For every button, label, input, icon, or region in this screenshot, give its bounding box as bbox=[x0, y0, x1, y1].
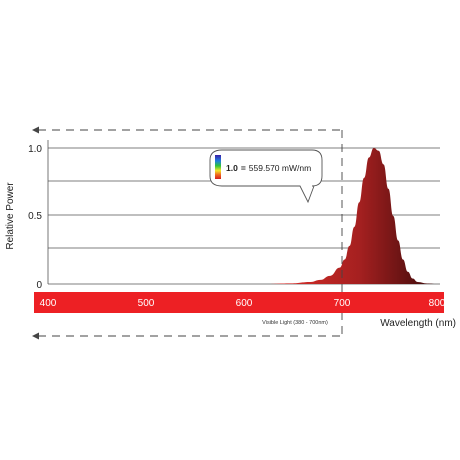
spectrum-scale-icon bbox=[215, 155, 221, 179]
x-tick-label: 500 bbox=[138, 298, 155, 309]
y-tick-label: 1.0 bbox=[28, 144, 42, 155]
left-arrow-icon bbox=[32, 332, 39, 340]
x-tick-label: 700 bbox=[334, 298, 351, 309]
callout-value: 1.0 bbox=[226, 163, 238, 173]
wavelength-band bbox=[34, 292, 444, 313]
left-arrow-icon bbox=[32, 126, 39, 134]
y-axis-label: Relative Power bbox=[5, 182, 16, 250]
callout-bubble bbox=[209, 149, 323, 204]
x-axis-label: Wavelength (nm) bbox=[380, 318, 456, 329]
y-tick-label: 0 bbox=[36, 280, 42, 291]
y-tick-label: 0.5 bbox=[28, 211, 42, 222]
x-tick-label: 800 bbox=[429, 298, 446, 309]
power-callout: 1.0 = 559.570 mW/nm bbox=[209, 149, 323, 204]
callout-reading: 559.570 mW/nm bbox=[249, 163, 311, 173]
spectrum-curve bbox=[48, 148, 437, 284]
x-tick-label: 400 bbox=[40, 298, 57, 309]
visible-light-note: Visible Light (380 - 700nm) bbox=[262, 320, 328, 326]
callout-equals: = bbox=[241, 163, 246, 173]
x-tick-label: 600 bbox=[236, 298, 253, 309]
callout-text: 1.0 = 559.570 mW/nm bbox=[226, 163, 311, 173]
